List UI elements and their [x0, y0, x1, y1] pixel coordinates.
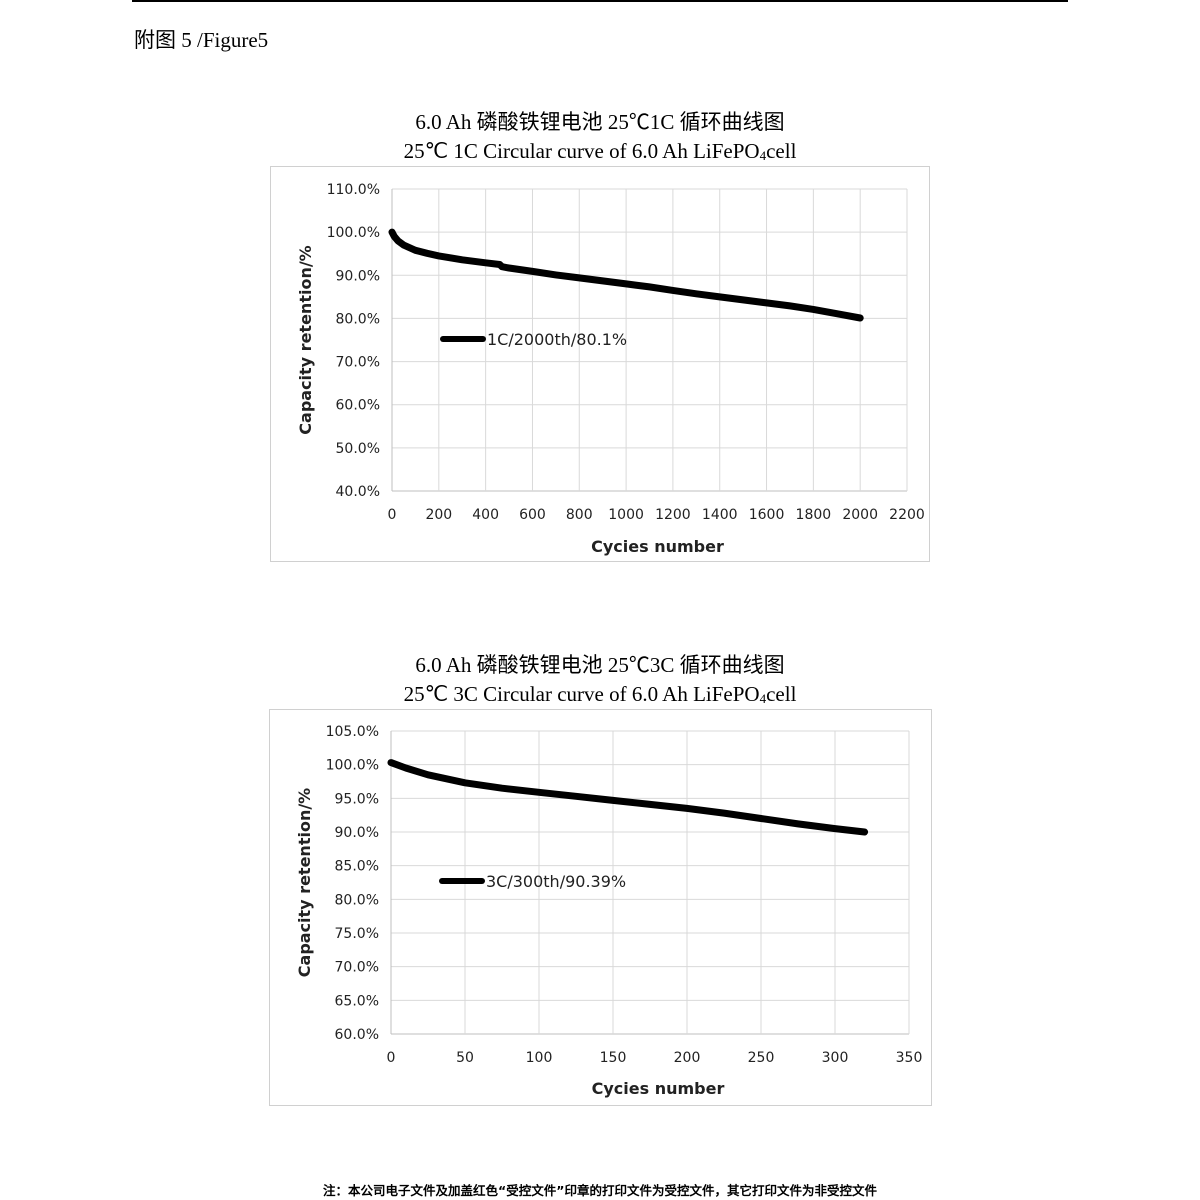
chart2-legend-label: 3C/300th/90.39% [486, 872, 626, 891]
chart1-x-tick-label: 200 [425, 507, 452, 523]
chart1-x-tick-label: 1600 [749, 507, 785, 523]
chart2-y-tick-label: 75.0% [335, 926, 379, 942]
chart2-y-tick-label: 70.0% [335, 960, 379, 976]
chart2-x-tick-label: 350 [896, 1050, 923, 1066]
chart2-y-axis-title: Capacity retention/% [295, 788, 314, 977]
chart1-y-tick-label: 100.0% [327, 225, 380, 241]
chart2-frame: 60.0% 65.0% 70.0% 75.0% 80.0% 85.0% 90.0% 95.0%… [269, 709, 932, 1106]
chart2-y-tick-label: 100.0% [326, 758, 379, 774]
chart1-title-en: 25℃ 1C Circular curve of 6.0 Ah LiFePO4c… [0, 137, 1200, 170]
chart1-x-tick-label: 1000 [608, 507, 644, 523]
footer-note: 注：本公司电子文件及加盖红色“受控文件”印章的打印文件为受控文件，其它打印文件为… [323, 1183, 877, 1198]
figure-label: 附图 5 /Figure5 [134, 28, 269, 52]
chart1-y-axis-title: Capacity retention/% [296, 245, 315, 434]
chart1-series-line [388, 228, 864, 322]
chart1-plot: 40.0% 50.0% 60.0% 70.0% 80.0% 90.0% 100.0% 110.… [296, 182, 925, 556]
chart2-series-line [387, 759, 869, 836]
chart1-y-tick-label: 60.0% [336, 398, 380, 414]
chart1-x-tick-label: 600 [519, 507, 546, 523]
chart2-x-tick-label: 250 [748, 1050, 775, 1066]
chart1-y-tick-label: 90.0% [336, 268, 380, 284]
chart2-y-tick-label: 85.0% [335, 859, 379, 875]
chart1-y-tick-label: 110.0% [327, 182, 380, 198]
chart1-x-tick-label: 0 [388, 507, 397, 523]
chart2-y-tick-label: 80.0% [335, 892, 379, 908]
chart1-x-tick-label: 1200 [655, 507, 691, 523]
top-rule [132, 0, 1068, 2]
chart2-x-tick-label: 200 [674, 1050, 701, 1066]
chart1-x-tick-label: 1800 [796, 507, 832, 523]
chart2-y-tick-label: 65.0% [335, 993, 379, 1009]
chart2-plot: 60.0% 65.0% 70.0% 75.0% 80.0% 85.0% 90.0% 95.0%… [295, 724, 923, 1098]
chart2-x-tick-label: 100 [526, 1050, 553, 1066]
chart2-x-tick-label: 50 [456, 1050, 474, 1066]
chart1-title-cn: 6.0 Ah 磷酸铁锂电池 25℃1C 循环曲线图 [415, 110, 785, 134]
chart2-title-en-suffix: cell [766, 682, 797, 706]
chart2-x-tick-label: 300 [822, 1050, 849, 1066]
chart1-x-axis-title: Cycies number [591, 537, 724, 556]
chart2-y-tick-label: 95.0% [335, 791, 379, 807]
chart1-legend-label: 1C/2000th/80.1% [487, 330, 627, 349]
chart1-y-tick-label: 40.0% [336, 484, 380, 500]
chart1-x-tick-label: 800 [566, 507, 593, 523]
chart2-title-en-sub: 4 [759, 691, 767, 706]
chart1-y-tick-label: 50.0% [336, 441, 380, 457]
chart1-x-tick-label: 1400 [702, 507, 738, 523]
chart2-x-tick-label: 150 [600, 1050, 627, 1066]
chart2-x-tick-label: 0 [387, 1050, 396, 1066]
chart2-title-en: 25℃ 3C Circular curve of 6.0 Ah LiFePO4c… [0, 680, 1200, 713]
chart1-y-tick-label: 70.0% [336, 355, 380, 371]
chart2-y-tick-label: 90.0% [335, 825, 379, 841]
chart2-y-tick-label: 105.0% [326, 724, 379, 740]
chart1-x-tick-label: 2000 [842, 507, 878, 523]
chart1-title-en-prefix: 25℃ 1C Circular curve of 6.0 Ah LiFePO [403, 139, 760, 163]
chart1-title-en-sub: 4 [759, 148, 767, 163]
chart1-title-en-suffix: cell [766, 139, 797, 163]
chart1-frame: 40.0% 50.0% 60.0% 70.0% 80.0% 90.0% 100.0% 110.… [270, 166, 930, 562]
chart1-x-tick-label: 400 [472, 507, 499, 523]
chart2-y-tick-label: 60.0% [335, 1027, 379, 1043]
chart2-title-en-prefix: 25℃ 3C Circular curve of 6.0 Ah LiFePO [403, 682, 760, 706]
chart1-x-tick-label: 2200 [889, 507, 925, 523]
chart2-title-cn: 6.0 Ah 磷酸铁锂电池 25℃3C 循环曲线图 [415, 653, 785, 677]
chart2-x-axis-title: Cycies number [592, 1079, 725, 1098]
chart1-y-tick-label: 80.0% [336, 311, 380, 327]
